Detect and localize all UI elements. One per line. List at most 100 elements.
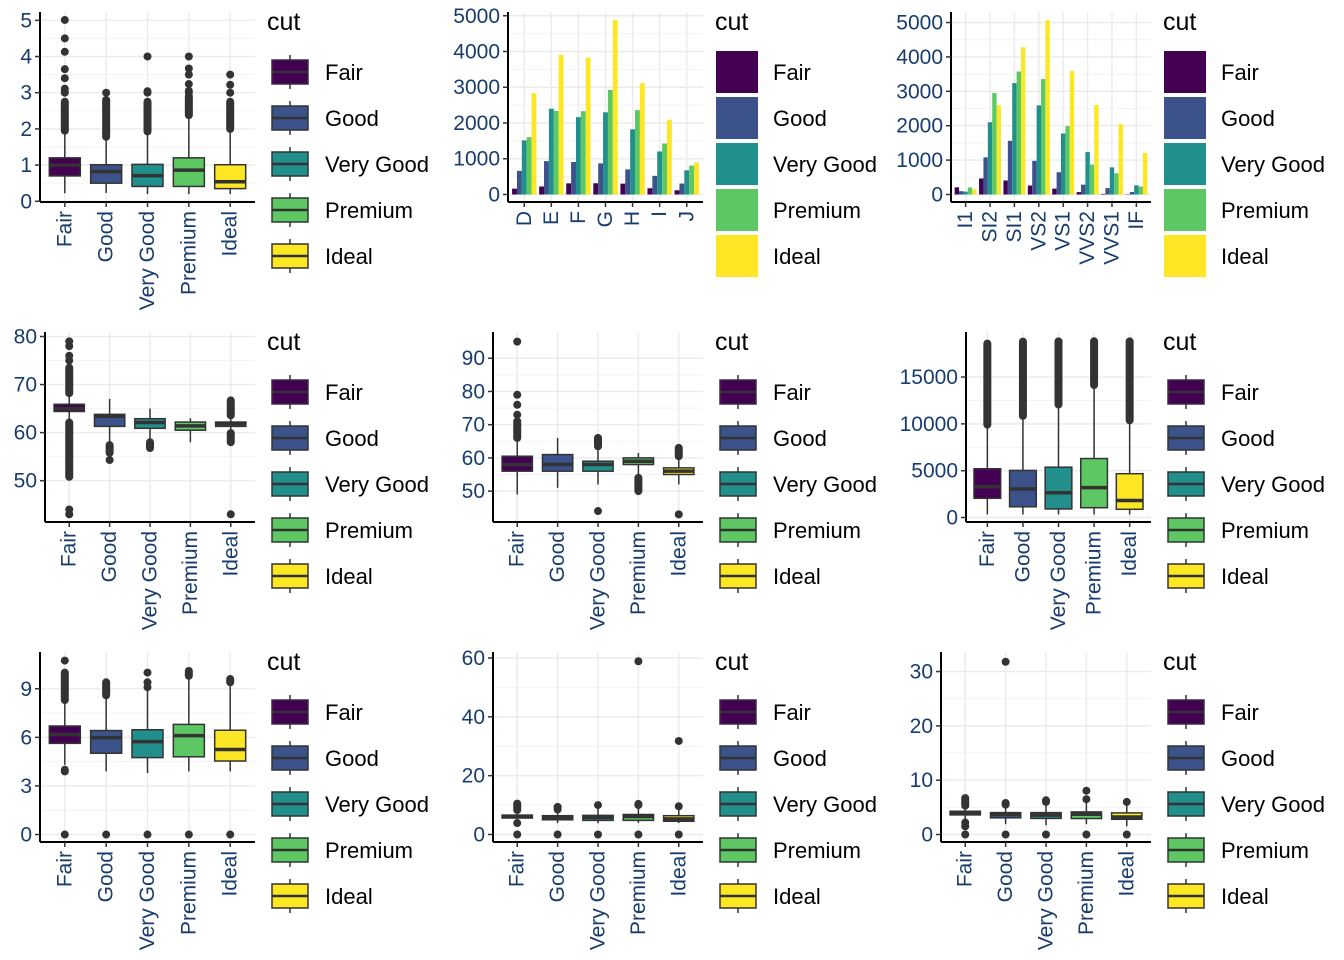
bar-ideal-I1	[972, 189, 977, 195]
x-tick-label: Premium	[177, 211, 200, 295]
boxplot-good	[89, 678, 123, 839]
legend: cut Fair Good Very Good Premium Ideal	[1163, 8, 1325, 277]
bar-fair-G	[593, 183, 599, 195]
x-tick-label: Very Good	[139, 531, 162, 630]
outlier-point	[513, 830, 522, 839]
x-tick-label: H	[621, 211, 644, 226]
bar-ideal-SI1	[1021, 47, 1026, 195]
boxplot-ideal	[213, 70, 247, 195]
boxplot-fair	[48, 656, 82, 839]
outlier-point	[226, 80, 235, 89]
legend-label: Ideal	[773, 564, 821, 589]
boxplot-ideal	[1115, 337, 1144, 515]
bar-ideal-G	[612, 19, 618, 195]
panel-1: 0 1 2 3 4 5 Fair Good Very Good Premium Ideal cut Fa…	[20, 8, 429, 310]
x-tick-label: Good	[95, 211, 118, 262]
legend-item-good: Good	[271, 741, 379, 775]
y-tick-label: 4	[20, 46, 32, 69]
outlier-point	[634, 830, 643, 839]
legend-item-fair: Fair	[271, 695, 363, 729]
bar-premium-VVS1	[1114, 173, 1119, 195]
bar-good-H	[625, 169, 631, 195]
bar-good-SI1	[1007, 140, 1013, 195]
legend-label: Very Good	[325, 152, 429, 177]
x-tick-label: Good	[994, 851, 1017, 902]
bar-very-good-VS2	[1036, 105, 1041, 195]
x-tick-label: E	[540, 211, 563, 225]
boxplot-very-good	[1044, 337, 1073, 515]
legend-label: Fair	[1221, 380, 1259, 405]
legend-label: Very Good	[325, 792, 429, 817]
x-tick-label: VVS2	[1076, 211, 1099, 265]
outlier-point	[184, 830, 193, 839]
legend-label: Premium	[773, 838, 861, 863]
outlier-point	[513, 819, 522, 828]
y-tick-label: 0	[488, 183, 500, 206]
legend-key	[716, 97, 758, 139]
x-tick-label: G	[594, 211, 617, 227]
y-tick-label: 0	[20, 190, 32, 213]
x-tick-label: I1	[954, 211, 977, 229]
legend-item-good: Good	[716, 97, 827, 139]
outlier-point	[674, 830, 683, 839]
bar-fair-I1	[954, 187, 960, 195]
x-tick-label: Good	[98, 531, 121, 582]
outlier-point	[674, 736, 683, 745]
outlier-point	[1042, 830, 1050, 839]
legend-label: Very Good	[325, 472, 429, 497]
legend-item-fair: Fair	[1164, 51, 1259, 93]
legend-label: Premium	[1221, 838, 1309, 863]
y-tick-label: 3000	[453, 76, 500, 99]
legend-title: cut	[1163, 648, 1196, 676]
bar-very-good-G	[603, 112, 608, 195]
y-tick-label: 70	[462, 414, 485, 437]
legend-key	[716, 235, 758, 277]
boxplot-good	[541, 802, 574, 839]
boxplot-premium	[172, 52, 206, 195]
y-tick-label: 2	[20, 118, 32, 141]
legend-item-ideal: Ideal	[719, 879, 821, 913]
y-tick-label: 5000	[896, 12, 943, 35]
x-tick-label: Good	[546, 531, 569, 582]
boxplot-ideal	[214, 396, 247, 519]
boxplot-premium	[174, 418, 207, 443]
outlier-point	[674, 802, 683, 811]
box	[213, 729, 247, 762]
y-tick-label: 80	[14, 326, 37, 349]
legend: cut Fair Good Very Good Premium Ideal	[1163, 648, 1325, 913]
legend-label: Fair	[1221, 700, 1259, 725]
box	[973, 468, 1002, 500]
outlier-point	[226, 510, 235, 519]
box	[48, 157, 82, 177]
outlier-point	[102, 88, 111, 97]
legend: cut Fair Good Very Good Premium Ideal	[715, 648, 877, 913]
legend: cut Fair Good Very Good Premium Ideal	[267, 648, 429, 913]
legend-item-ideal: Ideal	[1164, 235, 1269, 277]
bar-very-good-SI2	[987, 122, 993, 195]
outlier-point	[961, 818, 970, 827]
legend-label: Ideal	[1221, 884, 1269, 909]
legend-item-very-good: Very Good	[271, 787, 429, 821]
legend-item-ideal: Ideal	[271, 879, 373, 913]
y-tick-label: 4000	[896, 46, 943, 69]
x-tick-label: F	[567, 211, 590, 224]
bar-fair-VVS2	[1076, 192, 1081, 195]
y-tick-label: 10	[910, 769, 933, 792]
outlier-point	[184, 80, 193, 89]
x-tick-label: Ideal	[219, 211, 242, 257]
legend-item-good: Good	[719, 421, 827, 455]
outlier-point	[513, 410, 522, 419]
bar-fair-J	[674, 190, 680, 195]
legend-item-premium: Premium	[271, 833, 413, 867]
legend-label: Ideal	[1221, 244, 1269, 269]
x-tick-label: Very Good	[136, 211, 159, 310]
legend-label: Good	[773, 746, 827, 771]
x-tick-label: D	[513, 211, 536, 226]
x-tick-label: Fair	[53, 851, 76, 887]
outlier-point	[60, 65, 69, 74]
bar-very-good-VVS2	[1085, 152, 1090, 195]
legend-label: Ideal	[325, 884, 373, 909]
